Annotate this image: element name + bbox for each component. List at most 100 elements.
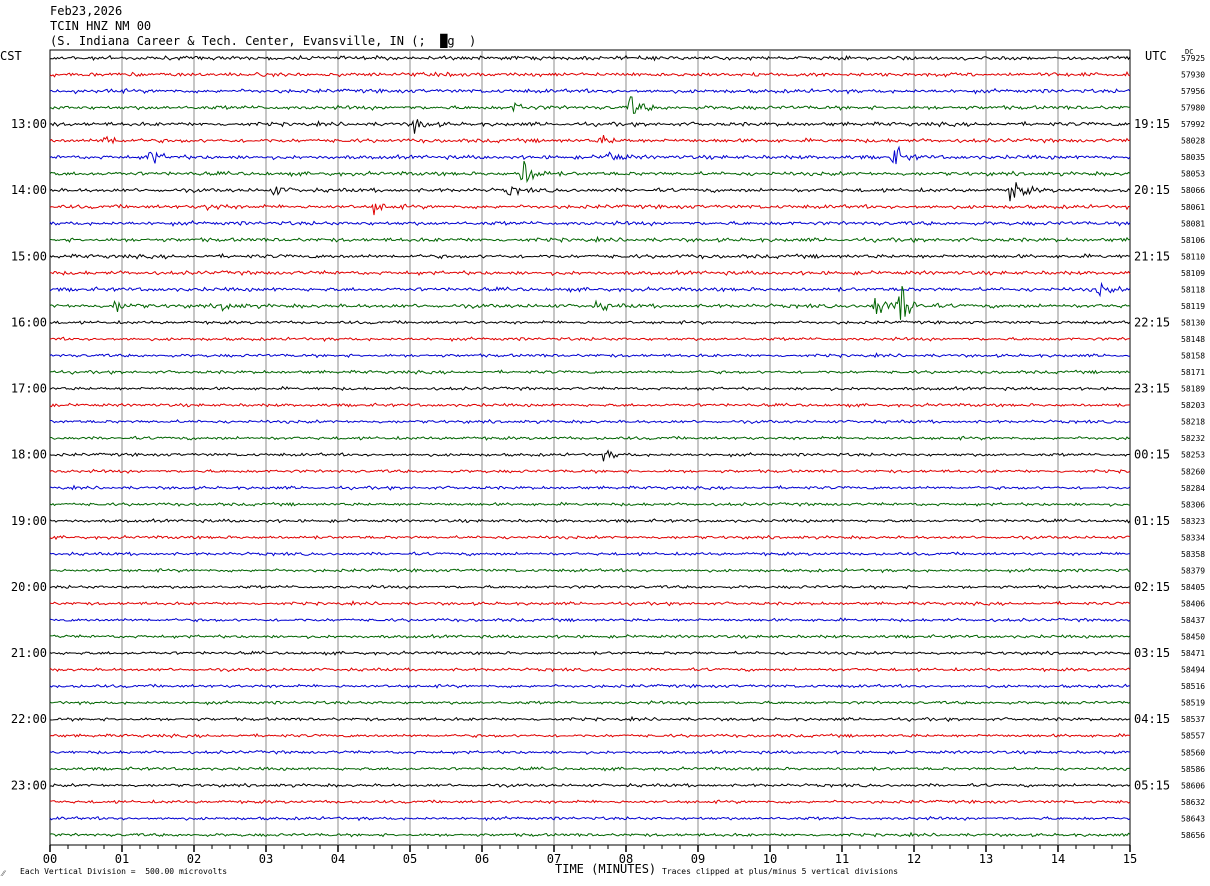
dc-offset-value: 58171 (1181, 368, 1205, 377)
trace-layer (49, 54, 1131, 838)
dc-offset-value: 58081 (1181, 219, 1205, 228)
trace-row-8 (49, 182, 1131, 202)
dc-offset-value: 58537 (1181, 715, 1205, 724)
x-tick-label: 13 (979, 852, 993, 866)
right-hour-label: 22:15 (1134, 315, 1170, 329)
trace-row-41 (49, 732, 1131, 739)
dc-offset-value: 58516 (1181, 682, 1205, 691)
left-hour-label: 17:00 (11, 382, 47, 396)
right-hour-label: 01:15 (1134, 514, 1170, 528)
trace-row-12 (49, 252, 1131, 260)
trace-row-30 (49, 551, 1131, 557)
x-tick-label: 00 (43, 852, 57, 866)
right-hour-label: 02:15 (1134, 580, 1170, 594)
dc-offset-value: 58406 (1181, 599, 1205, 608)
dc-offset-value: 58519 (1181, 699, 1205, 708)
dc-offset-value: 57930 (1181, 71, 1205, 80)
trace-row-25 (49, 468, 1131, 474)
trace-row-21 (49, 402, 1131, 408)
trace-row-32 (49, 584, 1131, 590)
trace-row-28 (49, 518, 1131, 524)
left-hour-label: 18:00 (11, 448, 47, 462)
trace-row-16 (49, 319, 1131, 325)
right-hour-label: 19:15 (1134, 117, 1170, 131)
station-code: TCIN HNZ NM 00 (50, 19, 152, 33)
trace-row-43 (49, 766, 1130, 772)
x-tick-label: 14 (1051, 852, 1065, 866)
trace-row-33 (49, 600, 1131, 607)
dc-offset-value: 58606 (1181, 781, 1205, 790)
vertical-division-note: Each Vertical Division = 500.00 microvol… (20, 867, 228, 876)
trace-row-2 (49, 87, 1131, 95)
dc-offset-value: 58379 (1181, 566, 1205, 575)
dc-offset-value: 58253 (1181, 451, 1205, 460)
dc-offset-value: 58494 (1181, 666, 1205, 675)
trace-row-45 (49, 799, 1131, 805)
clipping-note: Traces clipped at plus/minus 5 vertical … (662, 867, 899, 876)
station-location: (S. Indiana Career & Tech. Center, Evans… (50, 34, 477, 48)
trace-row-23 (50, 435, 1131, 441)
right-hour-label: 03:15 (1134, 646, 1170, 660)
left-hour-label: 21:00 (11, 646, 47, 660)
trace-row-5 (49, 134, 1131, 145)
dc-offset-value: 58109 (1181, 269, 1205, 278)
dc-offset-value: 58203 (1181, 401, 1205, 410)
dc-offset-value: 58158 (1181, 352, 1205, 361)
trace-row-14 (49, 281, 1131, 298)
trace-row-20 (49, 385, 1131, 392)
dc-offset-value: 58323 (1181, 517, 1205, 526)
x-tick-label: 01 (115, 852, 129, 866)
grid-layer (49, 49, 1131, 852)
x-tick-label: 08 (619, 852, 633, 866)
dc-offset-value: 58028 (1181, 137, 1205, 146)
dc-offset-value: 58053 (1181, 170, 1205, 179)
left-hour-label: 22:00 (11, 712, 47, 726)
dc-offset-value: 58218 (1181, 418, 1205, 427)
x-axis-title: TIME (MINUTES) (555, 862, 657, 876)
dc-offset-value: 58118 (1181, 285, 1205, 294)
x-tick-label: 05 (403, 852, 417, 866)
left-hour-label: 23:00 (11, 778, 47, 792)
dc-offset-value: 58358 (1181, 550, 1205, 559)
dc-offset-value: 58035 (1181, 153, 1205, 162)
dc-offset-value: 57992 (1181, 120, 1205, 129)
trace-row-39 (49, 700, 1131, 706)
trace-row-1 (49, 71, 1131, 78)
left-hour-label: 14:00 (11, 183, 47, 197)
trace-row-42 (49, 749, 1131, 755)
right-hour-label: 20:15 (1134, 183, 1170, 197)
corner-mark: ⁄⁄ (2, 869, 5, 878)
trace-row-26 (49, 484, 1131, 491)
trace-row-13 (49, 269, 1131, 277)
x-tick-label: 04 (331, 852, 345, 866)
trace-row-40 (49, 715, 1131, 723)
trace-row-0 (49, 54, 1131, 62)
trace-row-9 (49, 203, 1130, 216)
dc-offset-value: 58471 (1181, 649, 1205, 658)
dc-offset-value: 58189 (1181, 385, 1205, 394)
dc-offset-value: 57925 (1181, 54, 1205, 63)
x-tick-label: 06 (475, 852, 489, 866)
trace-row-29 (49, 534, 1131, 541)
dc-offset-value: 58232 (1181, 434, 1205, 443)
dc-offset-value: 58284 (1181, 484, 1205, 493)
dc-offset-value: 58586 (1181, 765, 1205, 774)
left-hour-label: 20:00 (11, 580, 47, 594)
dc-offset-value: 58437 (1181, 616, 1205, 625)
dc-offset-value: 58405 (1181, 583, 1205, 592)
right-hour-label: 05:15 (1134, 778, 1170, 792)
left-hour-label: 16:00 (11, 315, 47, 329)
dc-offset-value: 58632 (1181, 798, 1205, 807)
dc-offset-value: 58061 (1181, 203, 1205, 212)
dc-offset-value: 58334 (1181, 533, 1205, 542)
dc-offset-value: 57980 (1181, 104, 1205, 113)
trace-row-11 (49, 235, 1131, 244)
dc-offset-value: 58656 (1181, 831, 1205, 840)
dc-offset-value: 58643 (1181, 814, 1205, 823)
dc-offset-value: 58106 (1181, 236, 1205, 245)
dc-offset-value: 58130 (1181, 318, 1205, 327)
dc-offset-header: DC (1185, 48, 1194, 56)
x-tick-label: 10 (763, 852, 777, 866)
trace-row-6 (49, 145, 1131, 165)
x-tick-label: 12 (907, 852, 921, 866)
